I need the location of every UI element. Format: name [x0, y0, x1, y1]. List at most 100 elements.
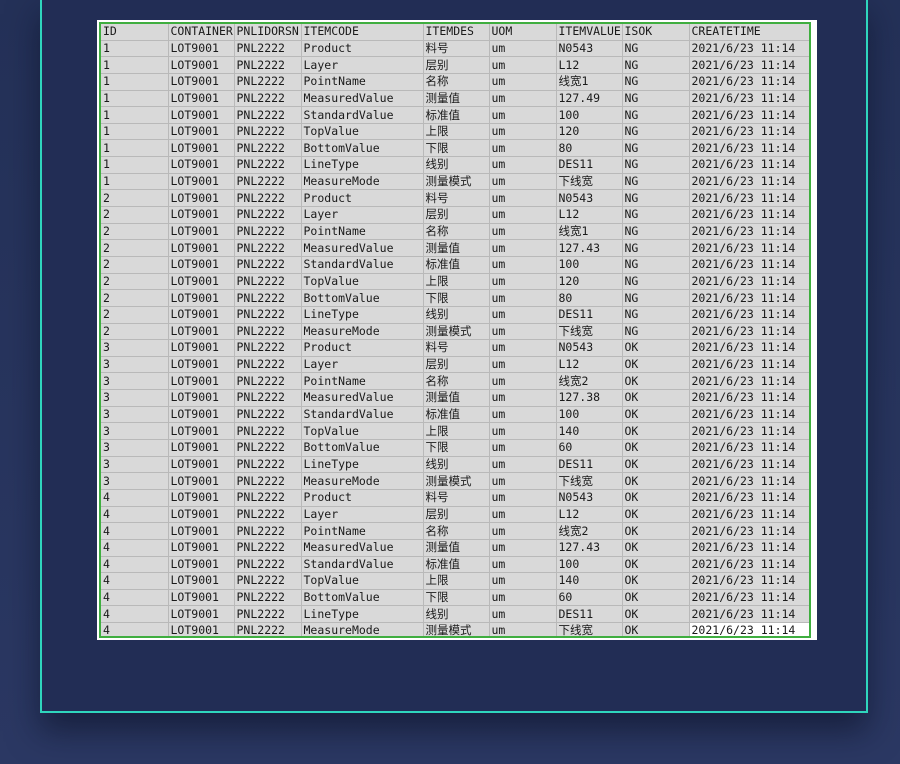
cell-itemcode[interactable]: StandardValue [301, 406, 424, 424]
cell-isok[interactable]: NG [622, 73, 690, 91]
cell-container[interactable]: LOT9001 [168, 406, 235, 424]
cell-itemvalue[interactable]: 80 [556, 139, 623, 158]
cell-uom[interactable]: um [489, 605, 557, 624]
cell-createtime[interactable]: 2021/6/23 11:14 [689, 156, 809, 174]
cell-isok[interactable]: OK [622, 439, 690, 457]
cell-itemvalue[interactable]: 下线宽 [556, 472, 623, 490]
cell-uom[interactable]: um [489, 223, 557, 241]
cell-container[interactable]: LOT9001 [168, 106, 235, 124]
cell-itemcode[interactable]: TopValue [301, 422, 424, 441]
column-header-container[interactable]: CONTAINER [168, 24, 235, 41]
cell-itemcode[interactable]: BottomValue [301, 589, 424, 607]
cell-pnlidorsn[interactable]: PNL2222 [234, 40, 302, 58]
cell-pnlidorsn[interactable]: PNL2222 [234, 456, 302, 474]
cell-pnlidorsn[interactable]: PNL2222 [234, 256, 302, 274]
cell-itemcode[interactable]: BottomValue [301, 139, 424, 158]
cell-itemcode[interactable]: PointName [301, 372, 424, 391]
cell-isok[interactable]: NG [622, 90, 690, 108]
cell-pnlidorsn[interactable]: PNL2222 [234, 106, 302, 124]
cell-createtime[interactable]: 2021/6/23 11:14 [689, 223, 809, 241]
cell-container[interactable]: LOT9001 [168, 572, 235, 590]
cell-isok[interactable]: OK [622, 489, 690, 507]
cell-itemcode[interactable]: Product [301, 40, 424, 58]
cell-id[interactable]: 2 [101, 256, 169, 274]
cell-isok[interactable]: OK [622, 389, 690, 407]
cell-uom[interactable]: um [489, 372, 557, 391]
cell-isok[interactable]: NG [622, 256, 690, 274]
cell-itemcode[interactable]: Layer [301, 356, 424, 374]
cell-itemvalue[interactable]: 100 [556, 556, 623, 574]
cell-container[interactable]: LOT9001 [168, 73, 235, 91]
cell-pnlidorsn[interactable]: PNL2222 [234, 273, 302, 291]
cell-itemdes[interactable]: 层别 [423, 506, 490, 524]
cell-itemdes[interactable]: 标准值 [423, 406, 490, 424]
cell-itemcode[interactable]: MeasureMode [301, 622, 424, 636]
cell-isok[interactable]: OK [622, 539, 690, 557]
cell-pnlidorsn[interactable]: PNL2222 [234, 56, 302, 74]
cell-itemvalue[interactable]: 下线宽 [556, 173, 623, 191]
cell-itemcode[interactable]: TopValue [301, 273, 424, 291]
cell-itemvalue[interactable]: 100 [556, 106, 623, 124]
cell-itemvalue[interactable]: DES11 [556, 456, 623, 474]
cell-isok[interactable]: OK [622, 589, 690, 607]
cell-isok[interactable]: NG [622, 189, 690, 208]
cell-itemdes[interactable]: 名称 [423, 223, 490, 241]
cell-id[interactable]: 4 [101, 556, 169, 574]
cell-id[interactable]: 3 [101, 356, 169, 374]
cell-container[interactable]: LOT9001 [168, 389, 235, 407]
cell-pnlidorsn[interactable]: PNL2222 [234, 506, 302, 524]
cell-id[interactable]: 4 [101, 589, 169, 607]
cell-uom[interactable]: um [489, 40, 557, 58]
cell-isok[interactable]: OK [622, 356, 690, 374]
cell-createtime[interactable]: 2021/6/23 11:14 [689, 56, 809, 74]
cell-createtime[interactable]: 2021/6/23 11:14 [689, 73, 809, 91]
cell-pnlidorsn[interactable]: PNL2222 [234, 589, 302, 607]
cell-uom[interactable]: um [489, 90, 557, 108]
cell-isok[interactable]: OK [622, 522, 690, 540]
cell-container[interactable]: LOT9001 [168, 239, 235, 257]
cell-container[interactable]: LOT9001 [168, 273, 235, 291]
cell-id[interactable]: 3 [101, 422, 169, 441]
cell-uom[interactable]: um [489, 389, 557, 407]
cell-itemcode[interactable]: MeasuredValue [301, 239, 424, 257]
cell-uom[interactable]: um [489, 56, 557, 74]
cell-createtime[interactable]: 2021/6/23 11:14 [689, 556, 809, 574]
cell-itemdes[interactable]: 测量值 [423, 389, 490, 407]
cell-createtime[interactable]: 2021/6/23 11:14 [689, 406, 809, 424]
cell-pnlidorsn[interactable]: PNL2222 [234, 239, 302, 257]
cell-itemvalue[interactable]: 下线宽 [556, 323, 623, 341]
cell-itemvalue[interactable]: 80 [556, 289, 623, 307]
cell-createtime[interactable]: 2021/6/23 11:14 [689, 339, 809, 357]
cell-itemdes[interactable]: 测量模式 [423, 323, 490, 341]
cell-itemvalue[interactable]: L12 [556, 206, 623, 224]
cell-id[interactable]: 4 [101, 489, 169, 507]
cell-itemdes[interactable]: 料号 [423, 489, 490, 507]
cell-itemdes[interactable]: 下限 [423, 589, 490, 607]
cell-pnlidorsn[interactable]: PNL2222 [234, 189, 302, 208]
cell-uom[interactable]: um [489, 522, 557, 540]
cell-itemcode[interactable]: TopValue [301, 572, 424, 590]
cell-itemdes[interactable]: 测量值 [423, 539, 490, 557]
column-header-pnlidorsn[interactable]: PNLIDORSN [234, 24, 302, 41]
cell-id[interactable]: 4 [101, 572, 169, 590]
cell-itemdes[interactable]: 标准值 [423, 106, 490, 124]
cell-itemvalue[interactable]: N0543 [556, 189, 623, 208]
cell-uom[interactable]: um [489, 539, 557, 557]
cell-itemcode[interactable]: LineType [301, 306, 424, 324]
cell-uom[interactable]: um [489, 106, 557, 124]
cell-createtime[interactable]: 2021/6/23 11:14 [689, 472, 809, 490]
cell-itemcode[interactable]: Layer [301, 206, 424, 224]
cell-itemdes[interactable]: 下限 [423, 289, 490, 307]
cell-container[interactable]: LOT9001 [168, 139, 235, 158]
cell-itemdes[interactable]: 层别 [423, 206, 490, 224]
cell-container[interactable]: LOT9001 [168, 256, 235, 274]
cell-createtime[interactable]: 2021/6/23 11:14 [689, 456, 809, 474]
cell-container[interactable]: LOT9001 [168, 456, 235, 474]
cell-createtime[interactable]: 2021/6/23 11:14 [689, 572, 809, 590]
cell-isok[interactable]: NG [622, 139, 690, 158]
cell-uom[interactable]: um [489, 206, 557, 224]
cell-itemdes[interactable]: 名称 [423, 372, 490, 391]
cell-itemvalue[interactable]: 60 [556, 439, 623, 457]
cell-itemdes[interactable]: 上限 [423, 123, 490, 141]
cell-itemdes[interactable]: 线别 [423, 456, 490, 474]
